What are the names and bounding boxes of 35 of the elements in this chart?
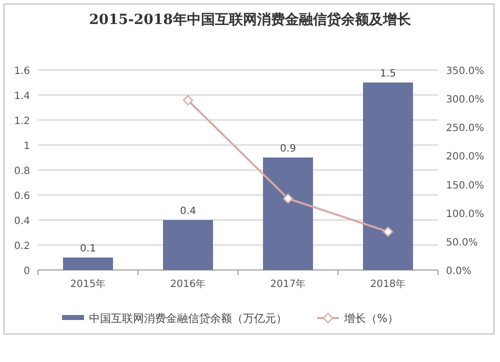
y-tick-label: 0.4 (14, 216, 30, 227)
bar (263, 158, 313, 270)
point (282, 193, 294, 204)
y2-tick-label: 50.0% (446, 237, 478, 248)
y2-tick-label: 250.0% (446, 123, 484, 134)
y-tick-label: 1.6 (14, 66, 30, 77)
y2-tick-label: 350.0% (446, 66, 484, 77)
y-tick-label: 0.6 (14, 191, 30, 202)
y-tick-label: 0 (24, 266, 30, 277)
point (382, 226, 394, 237)
x-tick-label: 2017年 (270, 278, 306, 290)
legend-label: 中国互联网消费金融信贷余额（万亿元） (89, 312, 287, 325)
chart-title: 2015-2018年中国互联网消费金融信贷余额及增长 (89, 11, 412, 28)
y-tick-label: 1.4 (14, 91, 30, 102)
y2-tick-label: 0.0% (446, 266, 472, 277)
y-tick-label: 0.8 (14, 166, 30, 177)
bar (363, 82, 413, 270)
bar (63, 258, 113, 270)
y2-tick-label: 150.0% (446, 180, 484, 192)
x-tick-label: 2018年 (370, 278, 406, 290)
y-tick-label: 0.2 (14, 241, 30, 252)
data-label: 0.4 (180, 206, 196, 217)
legend-label: 增长（%） (343, 312, 398, 325)
data-label: 0.9 (280, 144, 296, 154)
data-label: 0.1 (80, 244, 96, 254)
y2-tick-label: 100.0% (446, 208, 484, 220)
y2-tick-label: 300.0% (446, 94, 484, 106)
data-label: 1.5 (380, 68, 396, 80)
x-tick-label: 2015年 (70, 278, 106, 290)
y-tick-label: 1 (24, 141, 30, 152)
x-tick-label: 2016年 (170, 278, 206, 290)
point (182, 95, 194, 106)
bar (163, 220, 213, 270)
y-tick-label: 1.2 (14, 116, 30, 127)
y2-tick-label: 200.0% (446, 152, 484, 163)
